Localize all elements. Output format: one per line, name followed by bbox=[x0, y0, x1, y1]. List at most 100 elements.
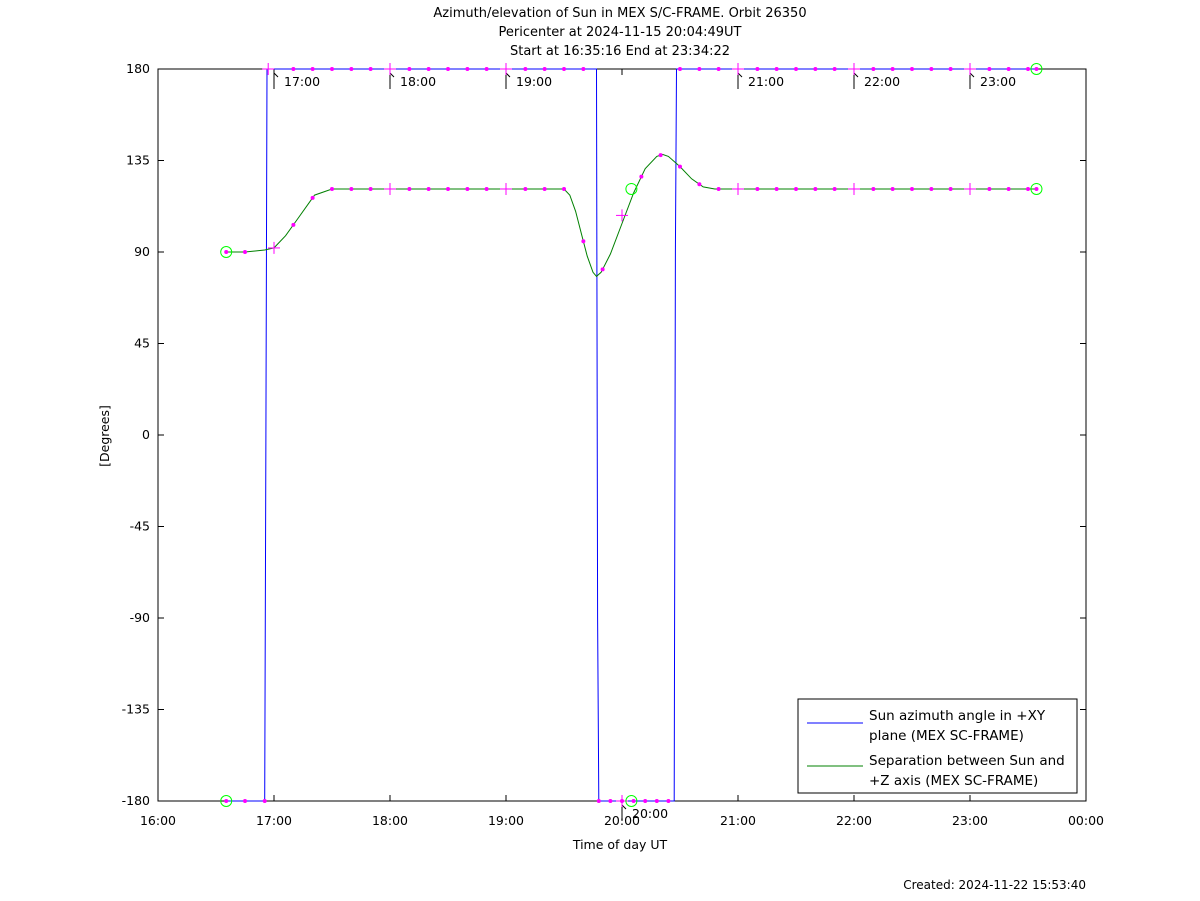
event-circle-marker bbox=[625, 795, 638, 807]
azimuth-sample-dot bbox=[910, 67, 914, 71]
separation-sample-dot bbox=[987, 186, 992, 191]
y-tick-label: -135 bbox=[122, 702, 150, 717]
hour-marker-arrowhead bbox=[621, 804, 627, 810]
legend: Sun azimuth angle in +XY plane (MEX SC-F… bbox=[797, 698, 1078, 794]
azimuth-sample-dot bbox=[716, 67, 721, 71]
azimuth-sample-dot bbox=[224, 799, 229, 803]
separation-sample-dot bbox=[678, 164, 682, 169]
azimuth-sample-dot bbox=[678, 67, 682, 71]
separation-sample-dot bbox=[224, 250, 229, 254]
separation-sample-dot bbox=[243, 250, 247, 254]
y-tick-label: 135 bbox=[126, 153, 150, 168]
separation-sample-dot bbox=[523, 186, 528, 191]
azimuth-sample-dot bbox=[465, 67, 470, 71]
y-tick-label: 180 bbox=[126, 61, 150, 76]
y-tick-label: 90 bbox=[134, 244, 150, 259]
x-tick-label: 17:00 bbox=[256, 813, 292, 828]
hour-marker: 17:00 bbox=[273, 72, 320, 89]
separation-sample-dot bbox=[1006, 186, 1011, 191]
chart-title-line-1: Azimuth/elevation of Sun in MEX S/C-FRAM… bbox=[433, 6, 806, 21]
x-tick-label: 21:00 bbox=[720, 813, 756, 828]
separation-sample-dot bbox=[658, 153, 663, 158]
azimuth-sample-dot bbox=[871, 67, 876, 71]
separation-sample-dot bbox=[310, 195, 315, 200]
hour-plus-marker bbox=[616, 209, 628, 222]
azimuth-sample-dot bbox=[446, 67, 450, 71]
hour-marker-label: 18:00 bbox=[400, 74, 436, 89]
hour-marker-label: 20:00 bbox=[632, 806, 668, 821]
azimuth-sample-dot bbox=[948, 67, 953, 71]
separation-sample-dot bbox=[948, 186, 953, 191]
separation-sample-dot bbox=[581, 239, 586, 244]
event-circle-marker bbox=[1030, 182, 1043, 195]
y-tick-label: 45 bbox=[134, 336, 150, 351]
legend-label-separation-2: +Z axis (MEX SC-FRAME) bbox=[869, 773, 1038, 789]
y-tick-label: -180 bbox=[122, 793, 150, 808]
azimuth-sample-dot bbox=[813, 67, 818, 71]
azimuth-sample-dot bbox=[654, 799, 659, 803]
azimuth-sample-dot bbox=[596, 799, 601, 803]
azimuth-sample-dot bbox=[1026, 67, 1030, 71]
series-line-separation bbox=[226, 153, 1037, 278]
y-tick-label: -45 bbox=[130, 519, 150, 534]
hour-plus-marker bbox=[848, 182, 860, 195]
azimuth-sample-dot bbox=[523, 67, 528, 71]
azimuth-sample-dot bbox=[697, 67, 702, 71]
hour-plus-marker bbox=[964, 63, 976, 75]
separation-sample-dot bbox=[291, 222, 296, 227]
created-timestamp: Created: 2024-11-22 15:53:40 bbox=[903, 878, 1086, 892]
separation-sample-dot bbox=[600, 267, 605, 272]
azimuth-sample-dot bbox=[562, 67, 566, 71]
azimuth-sample-dot bbox=[631, 799, 636, 803]
plot-frame bbox=[157, 68, 1087, 802]
hour-plus-marker bbox=[262, 63, 275, 75]
azimuth-sample-dot bbox=[349, 67, 354, 71]
x-tick-label: 18:00 bbox=[372, 813, 408, 828]
hour-marker-label: 21:00 bbox=[748, 74, 784, 89]
event-circle-marker bbox=[625, 182, 638, 195]
separation-sample-dot bbox=[542, 186, 547, 191]
sample-markers bbox=[220, 63, 1043, 807]
hour-marker-arrowhead bbox=[969, 72, 975, 78]
separation-sample-dot bbox=[929, 186, 934, 191]
separation-sample-dot bbox=[910, 186, 914, 191]
separation-sample-dot bbox=[407, 186, 412, 191]
series-line-azimuth bbox=[226, 68, 1037, 802]
separation-sample-dot bbox=[755, 186, 760, 191]
hour-markers: 17:00 18:00 19:00 20:00 21:00 22:00 23:00 bbox=[273, 72, 1016, 821]
y-tick-label: 0 bbox=[142, 427, 150, 442]
legend-label-azimuth-2: plane (MEX SC-FRAME) bbox=[869, 728, 1024, 744]
hour-plus-marker bbox=[268, 241, 280, 254]
separation-sample-dot bbox=[774, 186, 779, 191]
separation-sample-dot bbox=[639, 174, 644, 179]
hour-marker-arrowhead bbox=[853, 72, 859, 78]
azimuth-sample-dot bbox=[832, 67, 837, 71]
azimuth-sample-dot bbox=[426, 67, 431, 71]
separation-sample-dot bbox=[813, 186, 818, 191]
separation-sample-dot bbox=[368, 186, 373, 191]
legend-box bbox=[797, 698, 1078, 794]
hour-marker-label: 19:00 bbox=[516, 74, 552, 89]
hour-plus-marker bbox=[384, 182, 396, 195]
separation-sample-dot bbox=[446, 186, 450, 191]
legend-label-separation-1: Separation between Sun and bbox=[869, 753, 1065, 769]
x-tick-label: 16:00 bbox=[140, 813, 176, 828]
x-tick-label: 00:00 bbox=[1068, 813, 1104, 828]
separation-sample-dot bbox=[484, 186, 489, 191]
hour-plus-marker bbox=[848, 63, 860, 75]
separation-sample-dot bbox=[426, 186, 431, 191]
separation-sample-dot bbox=[349, 186, 354, 191]
hour-marker: 20:00 bbox=[621, 804, 668, 821]
event-circle-marker bbox=[220, 795, 233, 807]
separation-sample-dot bbox=[1026, 186, 1030, 191]
legend-label-azimuth-1: Sun azimuth angle in +XY bbox=[869, 708, 1046, 724]
series-lines bbox=[226, 68, 1037, 802]
hour-marker-arrowhead bbox=[389, 72, 395, 78]
hour-marker-arrowhead bbox=[505, 72, 511, 78]
hour-marker-label: 23:00 bbox=[980, 74, 1016, 89]
hour-marker: 19:00 bbox=[505, 72, 552, 89]
separation-sample-dot bbox=[794, 186, 798, 191]
separation-sample-dot bbox=[832, 186, 837, 191]
hour-plus-marker bbox=[500, 63, 512, 75]
